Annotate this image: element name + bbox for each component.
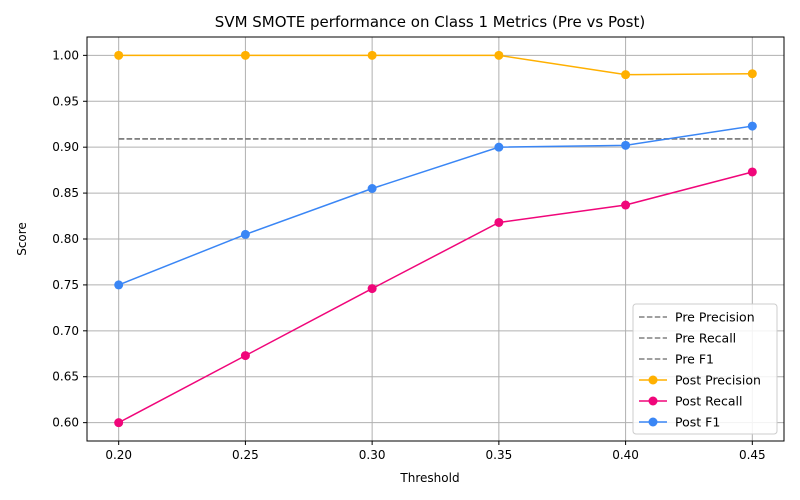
y-axis-label: Score — [15, 222, 29, 256]
post-precision-point — [494, 50, 504, 60]
post-recall-line — [118, 171, 753, 424]
post-f1-point — [747, 121, 757, 131]
x-tick-label: 0.20 — [105, 448, 132, 462]
legend-box — [632, 303, 778, 435]
post-precision-point — [240, 50, 250, 60]
y-tick-label: 0.95 — [52, 94, 79, 108]
legend-label-post-f1: Post F1 — [675, 415, 720, 430]
legend-label-pre-recall: Pre Recall — [675, 331, 736, 346]
axis-ticks: 0.20 0.25 0.30 0.35 0.40 0.45 0.60 0.65 0.70 0.75… — [52, 48, 765, 462]
y-tick-label: 0.65 — [52, 370, 79, 384]
post-recall-point — [747, 167, 757, 177]
y-tick-label: 0.60 — [52, 416, 79, 430]
post-precision-point — [747, 69, 757, 79]
post-f1-line — [118, 125, 753, 286]
x-tick-label: 0.30 — [359, 448, 386, 462]
legend-label-pre-precision: Pre Precision — [675, 310, 755, 325]
x-tick-label: 0.35 — [486, 448, 513, 462]
legend-label-pre-f1: Pre F1 — [675, 352, 714, 367]
legend-label-post-precision: Post Precision — [675, 373, 761, 388]
y-tick-label: 0.70 — [52, 324, 79, 338]
y-tick-label: 0.80 — [52, 232, 79, 246]
plot-series — [114, 50, 757, 428]
post-precision-point — [114, 50, 124, 60]
legend-marker-post-f1 — [648, 417, 658, 427]
post-f1-point — [367, 184, 377, 193]
x-tick-label: 0.45 — [739, 448, 766, 462]
y-tick-label: 0.75 — [52, 278, 79, 292]
post-recall-point — [114, 418, 124, 428]
post-precision-point — [621, 70, 631, 80]
legend: Pre Precision Pre Recall Pre F1 Post Precis… — [632, 303, 778, 435]
legend-label-post-recall: Post Recall — [675, 394, 742, 409]
post-f1-point — [494, 142, 504, 152]
post-recall-point — [240, 351, 250, 361]
legend-marker-post-recall — [648, 396, 658, 406]
grid — [87, 37, 784, 441]
x-tick-label: 0.25 — [232, 448, 259, 462]
post-precision-line — [118, 54, 753, 76]
post-recall-point — [367, 284, 377, 294]
x-axis-label: Threshold — [399, 471, 459, 485]
chart-title: SVM SMOTE performance on Class 1 Metrics… — [215, 13, 645, 31]
post-precision-point — [367, 50, 377, 60]
post-recall-point — [494, 217, 504, 227]
post-f1-point — [621, 140, 631, 150]
post-f1-point — [114, 280, 124, 290]
post-recall-point — [621, 200, 631, 210]
y-tick-label: 1.00 — [52, 48, 79, 62]
y-tick-label: 0.85 — [52, 186, 79, 200]
y-tick-label: 0.90 — [52, 140, 79, 154]
x-tick-label: 0.40 — [612, 448, 639, 462]
post-f1-point — [240, 229, 250, 239]
legend-marker-post-precision — [648, 375, 658, 385]
